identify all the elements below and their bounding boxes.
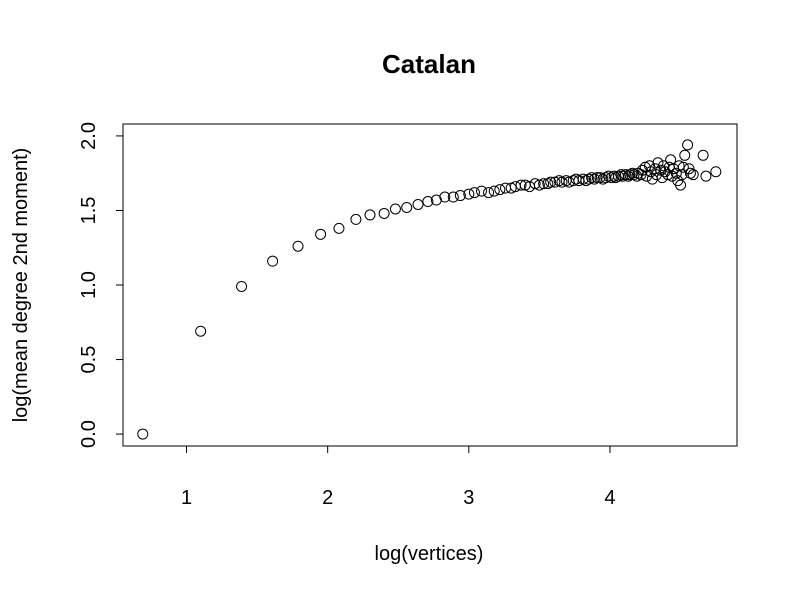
data-point	[195, 325, 207, 337]
data-point	[488, 185, 500, 197]
y-tick-label: 0.0	[78, 420, 100, 448]
y-axis: 0.0 0.5 1.0 1.5 2.0	[78, 122, 124, 448]
data-point	[333, 222, 345, 234]
x-tick-label: 3	[463, 487, 474, 509]
data-point	[679, 149, 691, 161]
data-point	[422, 196, 434, 208]
data-point	[236, 280, 248, 292]
data-point	[476, 185, 488, 197]
data-point	[468, 187, 480, 199]
data-point	[515, 179, 527, 191]
data-point	[545, 176, 557, 188]
data-point	[687, 169, 699, 181]
data-point	[677, 161, 689, 173]
data-point	[700, 170, 712, 182]
data-point	[682, 139, 694, 151]
data-point	[378, 207, 390, 219]
data-point	[137, 428, 149, 440]
data-point	[697, 149, 709, 161]
data-point	[676, 169, 688, 181]
data-point	[591, 172, 603, 184]
data-point	[364, 209, 376, 221]
data-point	[675, 179, 687, 191]
data-point	[608, 170, 620, 182]
data-point	[483, 187, 495, 199]
data-point	[389, 203, 401, 215]
y-tick-label: 1.0	[78, 271, 100, 299]
x-axis-label: log(vertices)	[375, 543, 484, 565]
data-point	[658, 160, 670, 172]
x-tick-label: 1	[181, 487, 192, 509]
data-point	[656, 172, 668, 184]
x-tick-label: 2	[322, 487, 333, 509]
data-point	[454, 190, 466, 202]
y-axis-label: log(mean degree 2nd moment)	[10, 148, 32, 423]
data-point	[710, 166, 722, 178]
y-tick-label: 2.0	[78, 122, 100, 150]
data-point	[350, 213, 362, 225]
data-points	[137, 139, 722, 440]
data-point	[500, 182, 512, 194]
data-point	[538, 178, 550, 190]
chart-title: Catalan	[382, 49, 476, 79]
data-point	[494, 184, 506, 196]
data-point	[447, 191, 459, 203]
data-point	[412, 199, 424, 210]
data-point	[463, 188, 475, 200]
data-point	[439, 191, 451, 203]
data-point	[652, 157, 664, 169]
data-point	[315, 228, 327, 240]
data-point	[401, 201, 413, 213]
y-tick-label: 0.5	[78, 346, 100, 374]
data-point	[670, 167, 682, 179]
data-point	[615, 169, 627, 181]
data-point	[292, 240, 304, 252]
data-point	[267, 255, 279, 267]
data-point	[683, 163, 695, 175]
x-tick-label: 4	[604, 487, 615, 509]
x-axis: 1 2 3 4	[181, 445, 616, 509]
y-tick-label: 1.5	[78, 197, 100, 225]
